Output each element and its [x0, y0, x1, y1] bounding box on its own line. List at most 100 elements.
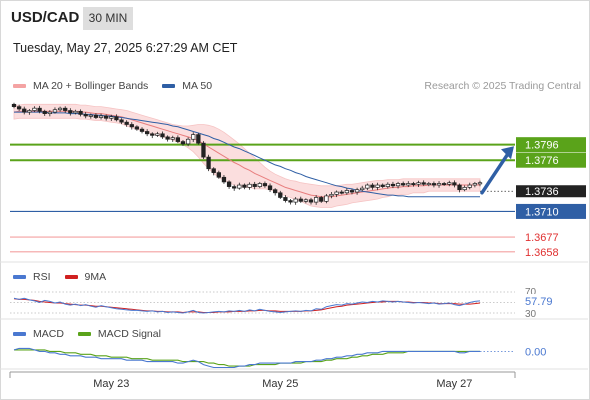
candle-20 [114, 114, 119, 122]
legend-macd: MACD [33, 328, 64, 340]
candle-60 [319, 195, 324, 203]
candle-body [406, 183, 411, 186]
macd-value-label: 0.00 [525, 346, 546, 358]
candle-body [349, 190, 355, 193]
candle-body [252, 183, 257, 187]
candle-54 [288, 199, 293, 205]
candle-body [27, 110, 32, 113]
candle-body [104, 115, 109, 119]
candle-30 [165, 135, 170, 142]
candle-88 [462, 185, 467, 192]
candle-52 [278, 190, 283, 200]
timeframe-badge[interactable]: 30 MIN [83, 7, 133, 30]
trend-arrow-head [501, 146, 514, 160]
candle-24 [134, 125, 140, 131]
candle-body [257, 183, 262, 187]
candle-37 [201, 141, 206, 160]
candle-78 [411, 181, 416, 187]
macd-legend: MACD MACD Signal [13, 328, 161, 340]
candle-44 [237, 182, 242, 190]
candle-body [119, 119, 124, 123]
candle-3 [27, 108, 32, 115]
macd-signal-swatch [77, 332, 91, 336]
candle-46 [247, 182, 252, 190]
rsi-line [13, 297, 481, 314]
candle-90 [472, 181, 478, 188]
support-label-4: 1.3710 [525, 206, 559, 218]
candle-body [42, 110, 47, 114]
candle-28 [155, 131, 160, 137]
candle-6 [42, 109, 47, 116]
candle-body [329, 194, 334, 197]
candle-80 [421, 180, 426, 186]
candle-body [160, 133, 165, 138]
candle-31 [170, 135, 175, 142]
resistance-label-1: 1.3776 [525, 155, 559, 167]
candle-1 [16, 104, 22, 111]
legend-bollinger: MA 20 + Bollinger Bands [33, 80, 149, 92]
rsi-tick-70: 70 [525, 287, 537, 298]
candle-body [334, 191, 339, 195]
price-panel: 1.37961.37761.37361.37231.37101.36771.36… [0, 102, 588, 370]
legend-rsi-ma: 9MA [84, 271, 107, 283]
candle-81 [426, 181, 431, 187]
candle-5 [37, 105, 42, 114]
candle-body [380, 184, 385, 187]
candle-21 [119, 118, 124, 125]
candle-body [303, 199, 309, 202]
macd-signal-line [14, 349, 480, 367]
candle-35 [191, 132, 196, 142]
candle-body [360, 187, 365, 191]
candle-body [32, 107, 37, 111]
candle-body [134, 126, 140, 130]
candle-69 [365, 183, 370, 191]
candle-body [129, 124, 134, 128]
candle-9 [57, 106, 63, 112]
candle-body [324, 195, 329, 202]
candle-body [150, 133, 155, 136]
candle-59 [313, 195, 319, 205]
candle-body [165, 136, 170, 140]
candle-body [139, 128, 145, 132]
candle-body [93, 114, 99, 118]
candle-body [278, 192, 283, 198]
candle-body [226, 181, 232, 187]
current-price-box [516, 185, 586, 198]
candle-73 [385, 182, 390, 189]
candle-83 [436, 181, 442, 188]
ma50-line [14, 111, 480, 198]
candle-body [472, 183, 478, 186]
candle-body [395, 183, 401, 187]
candle-48 [257, 181, 262, 189]
candle-65 [344, 188, 350, 195]
candle-15 [88, 113, 93, 119]
candle-19 [109, 114, 114, 122]
candle-26 [144, 129, 150, 137]
candle-36 [196, 133, 201, 145]
candle-56 [298, 196, 303, 203]
candle-41 [221, 174, 227, 184]
rsi-value-bg [518, 294, 558, 307]
chart-datetime: Tuesday, May 27, 2025 6:27:29 AM CET [13, 41, 238, 55]
candle-0 [11, 102, 17, 109]
candle-14 [83, 112, 88, 119]
candle-75 [395, 181, 401, 189]
rsi-value-label: 57.79 [525, 296, 553, 308]
candle-18 [104, 114, 109, 121]
candle-body [185, 138, 191, 145]
candle-43 [232, 184, 237, 191]
candle-body [298, 198, 303, 202]
candle-body [354, 189, 360, 193]
candle-body [11, 103, 17, 107]
candle-66 [349, 188, 355, 195]
candle-body [22, 108, 27, 113]
candle-13 [78, 109, 83, 117]
candle-body [247, 183, 252, 188]
candle-11 [68, 108, 73, 116]
candle-53 [283, 195, 288, 203]
candle-body [421, 182, 426, 185]
candle-body [216, 172, 221, 178]
macd-line [13, 347, 480, 369]
candle-body [201, 142, 206, 158]
